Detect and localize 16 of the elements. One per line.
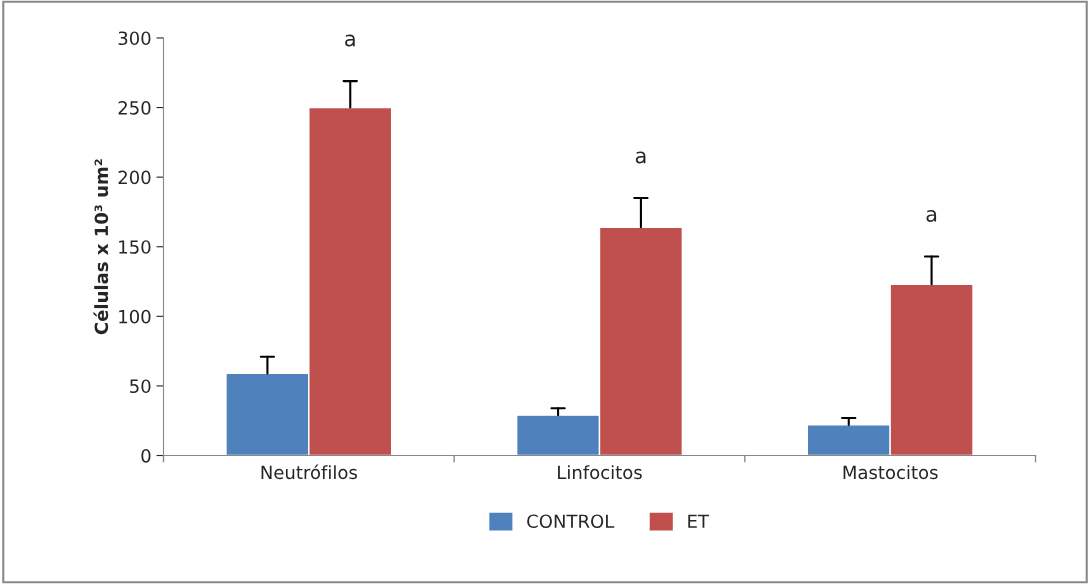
x-tick-label: Mastocitos	[843, 465, 938, 480]
legend-label: ET	[688, 514, 710, 528]
y-tick-label: 50	[130, 379, 151, 394]
y-tick-label: 200	[118, 170, 151, 185]
y-tick-label: 300	[118, 31, 151, 46]
y-tick-label: 0	[141, 448, 151, 463]
y-tick-label: 250	[118, 101, 151, 115]
legend-label: CONTROL	[527, 514, 615, 529]
y-axis-title: Células x 10³ um²	[93, 159, 109, 335]
y-tick-label: 150	[119, 240, 151, 254]
annotation: a	[926, 209, 937, 222]
annotation: a	[635, 151, 646, 164]
y-tick-label: 100	[119, 309, 151, 324]
annotation: a	[345, 34, 355, 47]
x-tick-label: Neutrófilos	[261, 464, 357, 480]
x-tick-label: Linfocitos	[558, 465, 642, 480]
